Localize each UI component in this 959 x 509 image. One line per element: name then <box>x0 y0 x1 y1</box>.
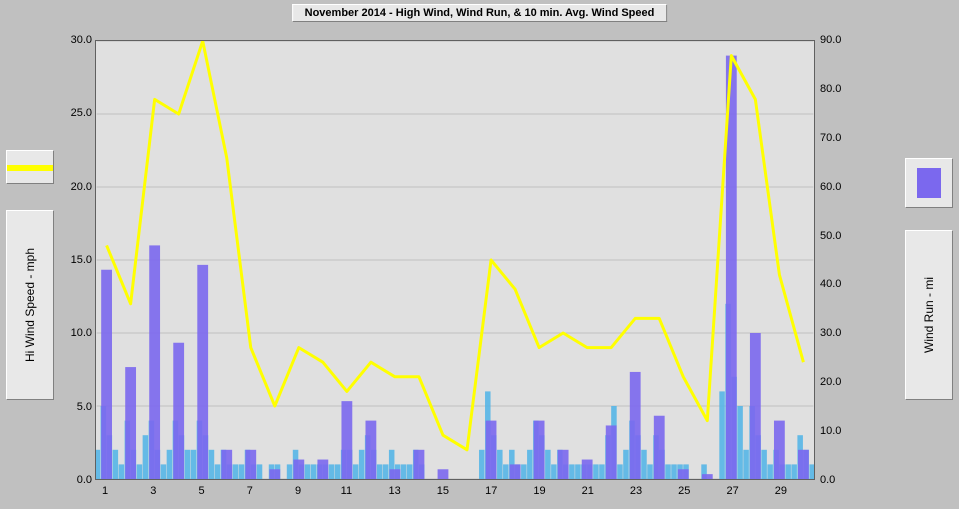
ytick-right: 60.0 <box>820 181 841 193</box>
xtick: 19 <box>533 485 545 497</box>
xtick: 5 <box>198 485 204 497</box>
ytick-right: 0.0 <box>820 474 835 486</box>
bar-sample-icon <box>917 168 941 198</box>
plot-area <box>95 40 815 480</box>
chart-svg <box>96 41 814 479</box>
chart-title: November 2014 - High Wind, Wind Run, & 1… <box>292 4 668 22</box>
xtick: 9 <box>295 485 301 497</box>
ytick-right: 50.0 <box>820 230 841 242</box>
xtick: 7 <box>247 485 253 497</box>
ytick-right: 90.0 <box>820 34 841 46</box>
line-sample-icon <box>7 165 53 171</box>
xtick: 13 <box>389 485 401 497</box>
ytick-left: 15.0 <box>71 254 92 266</box>
xtick: 29 <box>775 485 787 497</box>
ytick-right: 30.0 <box>820 327 841 339</box>
ytick-left: 20.0 <box>71 181 92 193</box>
xtick: 25 <box>678 485 690 497</box>
xtick: 15 <box>437 485 449 497</box>
ytick-right: 20.0 <box>820 376 841 388</box>
ytick-left: 25.0 <box>71 107 92 119</box>
xtick: 27 <box>726 485 738 497</box>
ytick-left: 0.0 <box>77 474 92 486</box>
left-axis-label: Hi Wind Speed - mph <box>23 248 37 362</box>
xtick: 1 <box>102 485 108 497</box>
right-axis-label-box: Wind Run - mi <box>905 230 953 400</box>
ytick-right: 40.0 <box>820 278 841 290</box>
ytick-right: 70.0 <box>820 132 841 144</box>
ytick-right: 80.0 <box>820 83 841 95</box>
ytick-right: 10.0 <box>820 425 841 437</box>
right-axis-label: Wind Run - mi <box>922 277 936 353</box>
legend-bar-swatch <box>905 158 953 208</box>
xtick: 23 <box>630 485 642 497</box>
ytick-left: 10.0 <box>71 327 92 339</box>
xtick: 17 <box>485 485 497 497</box>
xtick: 3 <box>150 485 156 497</box>
xtick: 21 <box>582 485 594 497</box>
xtick: 11 <box>341 485 352 497</box>
legend-line-swatch <box>6 150 54 184</box>
left-axis-label-box: Hi Wind Speed - mph <box>6 210 54 400</box>
ytick-left: 5.0 <box>77 401 92 413</box>
ytick-left: 30.0 <box>71 34 92 46</box>
